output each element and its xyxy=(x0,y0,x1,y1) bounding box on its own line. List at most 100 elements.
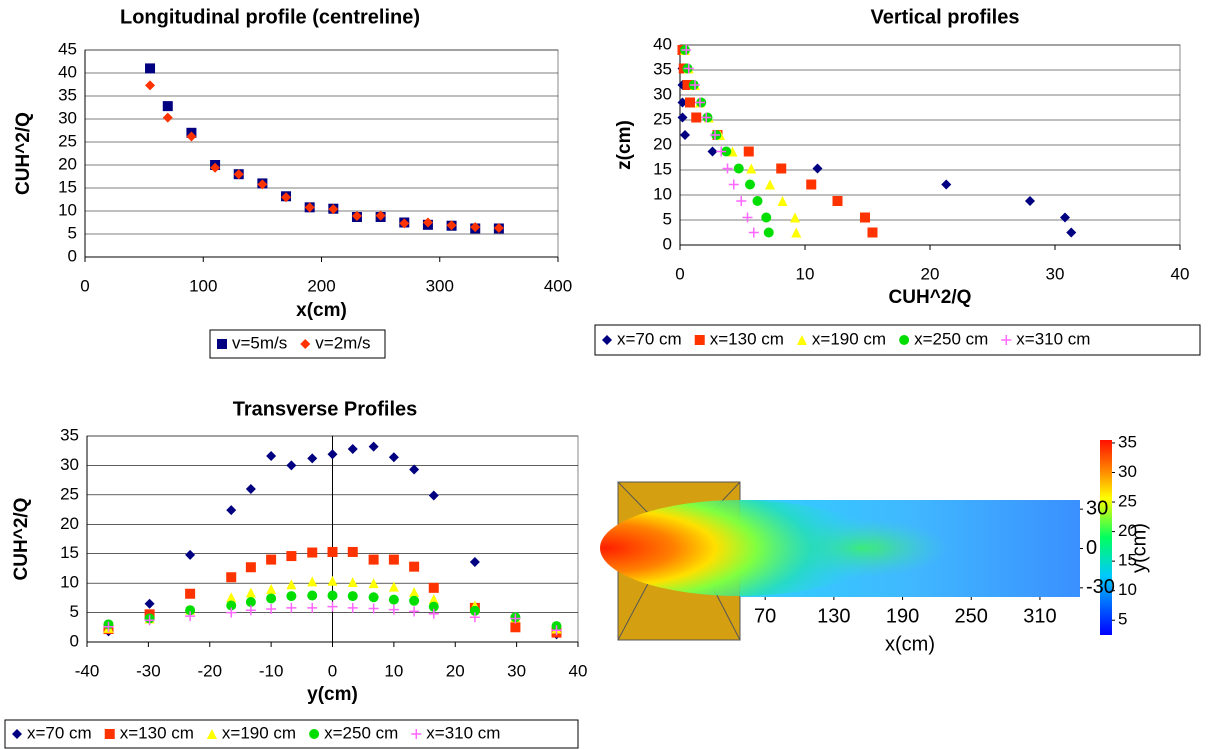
marker-plus xyxy=(710,130,720,140)
marker-plus xyxy=(226,607,237,618)
marker-circle xyxy=(469,605,480,616)
x-tick-label: -10 xyxy=(259,661,284,680)
marker-triangle xyxy=(206,729,217,739)
colorbar xyxy=(1100,440,1112,635)
x-axis-label: CUH^2/Q xyxy=(889,287,972,308)
marker-diamond xyxy=(144,598,155,609)
y-tick-label: 25 xyxy=(58,131,77,150)
legend-label: x=130 cm xyxy=(120,723,194,742)
marker-plus xyxy=(701,112,712,123)
marker-diamond xyxy=(327,449,338,460)
marker-square xyxy=(307,547,318,558)
marker-plus xyxy=(266,604,277,615)
marker-plus xyxy=(695,97,705,108)
marker-circle xyxy=(347,591,358,602)
marker-square xyxy=(226,572,237,583)
marker-circle xyxy=(327,590,338,601)
x-axis-label: x(cm) xyxy=(296,300,347,321)
marker-plus xyxy=(307,602,318,613)
y-tick-label: 0 xyxy=(68,246,77,265)
y-tick-label: 10 xyxy=(58,200,77,219)
marker-circle xyxy=(307,590,318,601)
marker-triangle xyxy=(765,179,775,190)
marker-triangle xyxy=(791,227,802,238)
y-tick-label: 20 xyxy=(58,154,77,173)
marker-square xyxy=(347,546,358,557)
marker-diamond xyxy=(368,441,379,452)
legend-label: x=310 cm xyxy=(1016,329,1090,348)
marker-plus xyxy=(347,602,358,613)
legend-label: x=70 cm xyxy=(27,723,92,742)
y-tick-label: 5 xyxy=(663,209,672,228)
y-tick-label: 30 xyxy=(60,455,79,474)
marker-square xyxy=(409,561,420,572)
x-tick-label: 30 xyxy=(507,661,526,680)
marker-circle xyxy=(409,595,420,606)
marker-diamond xyxy=(307,453,318,464)
marker-plus xyxy=(551,625,562,636)
marker-triangle xyxy=(286,579,297,590)
marker-square xyxy=(694,335,705,345)
x-tick-label: -20 xyxy=(197,661,222,680)
marker-plus xyxy=(327,601,338,612)
marker-triangle xyxy=(428,594,439,605)
marker-square xyxy=(832,196,843,206)
marker-plus xyxy=(510,613,521,624)
marker-diamond xyxy=(162,112,173,123)
marker-triangle xyxy=(347,576,358,587)
marker-plus xyxy=(245,605,256,616)
y-tick-label: 15 xyxy=(60,543,79,562)
marker-plus xyxy=(681,45,692,55)
x-tick-label: 250 xyxy=(955,605,988,627)
colorbar-tick-label: 15 xyxy=(1118,551,1137,570)
x-tick-label: 100 xyxy=(189,276,217,295)
marker-circle xyxy=(761,212,772,223)
marker-diamond xyxy=(233,169,244,180)
marker-triangle xyxy=(409,586,420,597)
marker-plus xyxy=(469,612,480,623)
marker-plus xyxy=(103,621,114,632)
marker-triangle xyxy=(388,581,399,592)
x-tick-label: 0 xyxy=(328,661,337,680)
x-axis-label: x(cm) xyxy=(885,633,935,655)
marker-circle xyxy=(752,196,763,206)
y-tick-label: -30 xyxy=(1086,576,1115,598)
x-tick-label: 400 xyxy=(544,276,572,295)
marker-diamond xyxy=(399,218,410,229)
marker-circle xyxy=(226,600,237,611)
marker-diamond xyxy=(145,80,156,91)
marker-diamond xyxy=(1025,196,1035,206)
chart-title: Vertical profiles xyxy=(871,6,1020,28)
marker-circle xyxy=(428,601,439,612)
y-tick-label: 35 xyxy=(653,59,672,78)
marker-diamond xyxy=(328,204,339,215)
marker-plus xyxy=(368,603,379,614)
y-tick-label: 45 xyxy=(58,39,77,58)
marker-diamond xyxy=(422,217,433,228)
marker-triangle xyxy=(777,196,788,206)
marker-plus xyxy=(742,212,753,223)
marker-plus xyxy=(388,604,399,615)
y-tick-label: 15 xyxy=(653,159,672,178)
marker-diamond xyxy=(941,179,952,190)
marker-plus xyxy=(428,608,439,619)
marker-diamond xyxy=(185,549,196,560)
marker-square xyxy=(743,146,754,157)
marker-square xyxy=(245,562,256,573)
marker-diamond xyxy=(677,112,688,123)
y-tick-label: 25 xyxy=(653,109,672,128)
marker-diamond xyxy=(812,163,823,174)
marker-circle xyxy=(368,592,379,603)
marker-plus xyxy=(144,615,155,626)
marker-square xyxy=(685,97,695,108)
y-tick-label: 40 xyxy=(58,62,77,81)
marker-square xyxy=(691,112,702,123)
marker-square xyxy=(327,546,338,557)
y-tick-label: 30 xyxy=(1086,497,1108,519)
y-axis-label: CUH^2/Q xyxy=(11,498,32,581)
marker-circle xyxy=(745,179,755,190)
marker-diamond xyxy=(351,211,362,222)
marker-square xyxy=(867,227,878,238)
marker-triangle xyxy=(368,578,379,589)
